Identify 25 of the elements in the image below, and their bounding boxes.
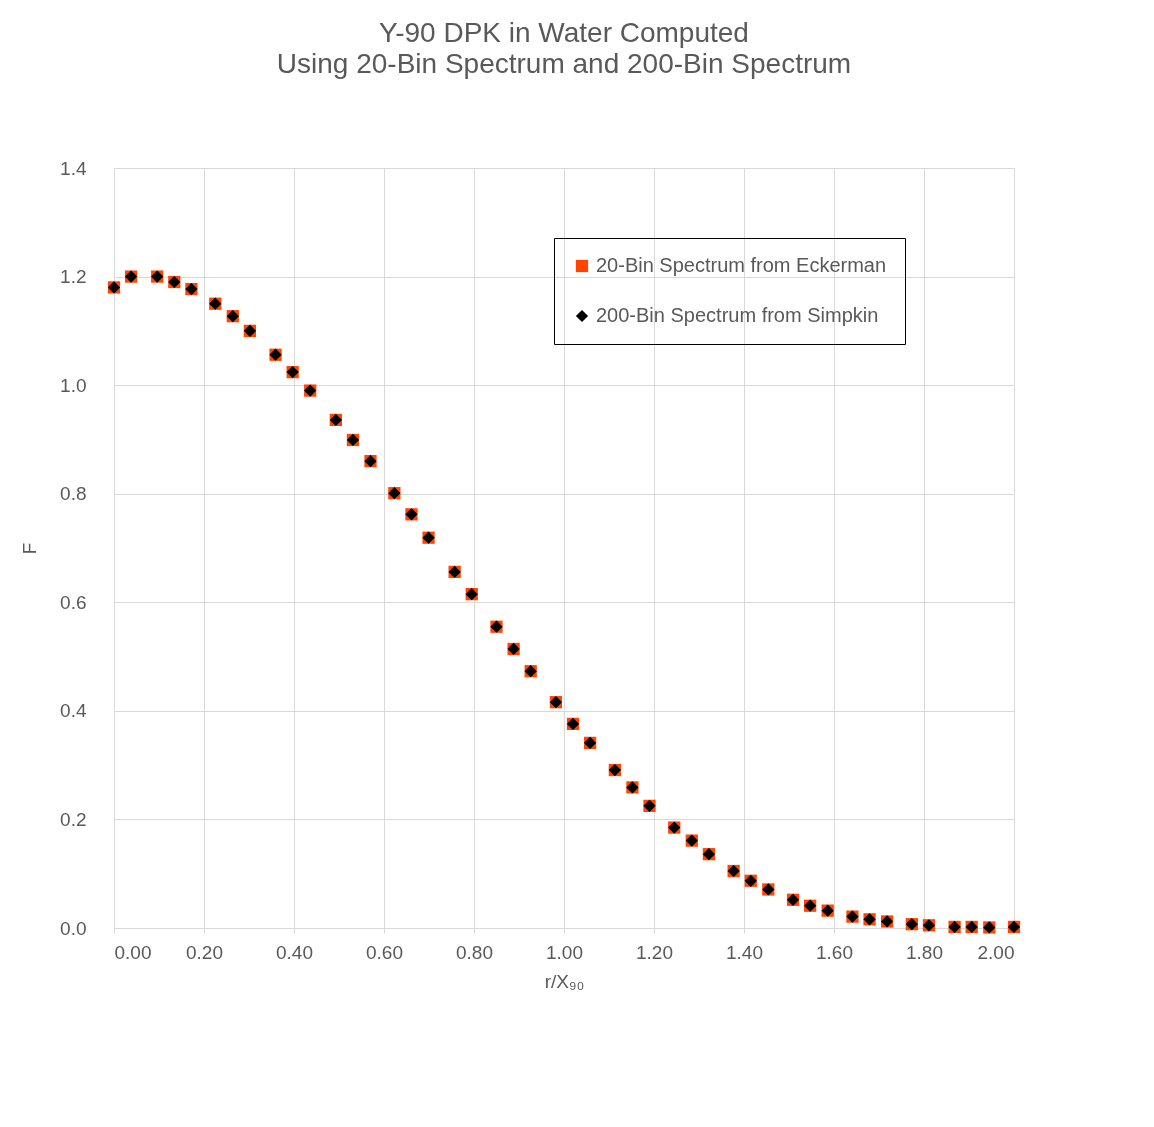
y-tick-label: 0.2 xyxy=(60,808,87,830)
y-tick-label: 0.0 xyxy=(60,917,87,939)
y-tick-label: 1.2 xyxy=(60,266,87,288)
legend-label: 20-Bin Spectrum from Eckerman xyxy=(596,254,887,276)
x-tick-label: 0.20 xyxy=(186,941,223,963)
legend-label: 200-Bin Spectrum from Simpkin xyxy=(596,304,879,326)
y-axis-title: F xyxy=(19,542,41,555)
y-tick-label: 0.4 xyxy=(60,700,87,722)
chart-title: Y-90 DPK in Water Computed xyxy=(379,17,749,48)
x-tick-label: 0.00 xyxy=(114,941,152,963)
x-axis-title: r/X₉₀ xyxy=(544,970,585,992)
x-tick-label: 0.40 xyxy=(276,941,313,963)
x-tick-label: 1.40 xyxy=(726,941,763,963)
x-tick-label: 1.20 xyxy=(636,941,673,963)
x-tick-label: 2.00 xyxy=(977,941,1015,963)
y-tick-label: 0.6 xyxy=(60,591,87,613)
y-tick-label: 0.8 xyxy=(60,483,87,505)
x-tick-label: 1.00 xyxy=(546,941,583,963)
y-tick-label: 1.0 xyxy=(60,374,87,396)
x-tick-label: 1.60 xyxy=(816,941,853,963)
x-tick-label: 1.80 xyxy=(906,941,943,963)
chart-subtitle: Using 20-Bin Spectrum and 200-Bin Spectrum xyxy=(276,48,852,79)
x-tick-label: 0.80 xyxy=(456,941,493,963)
x-tick-label: 0.60 xyxy=(366,941,403,963)
y-tick-label: 1.4 xyxy=(60,157,87,179)
